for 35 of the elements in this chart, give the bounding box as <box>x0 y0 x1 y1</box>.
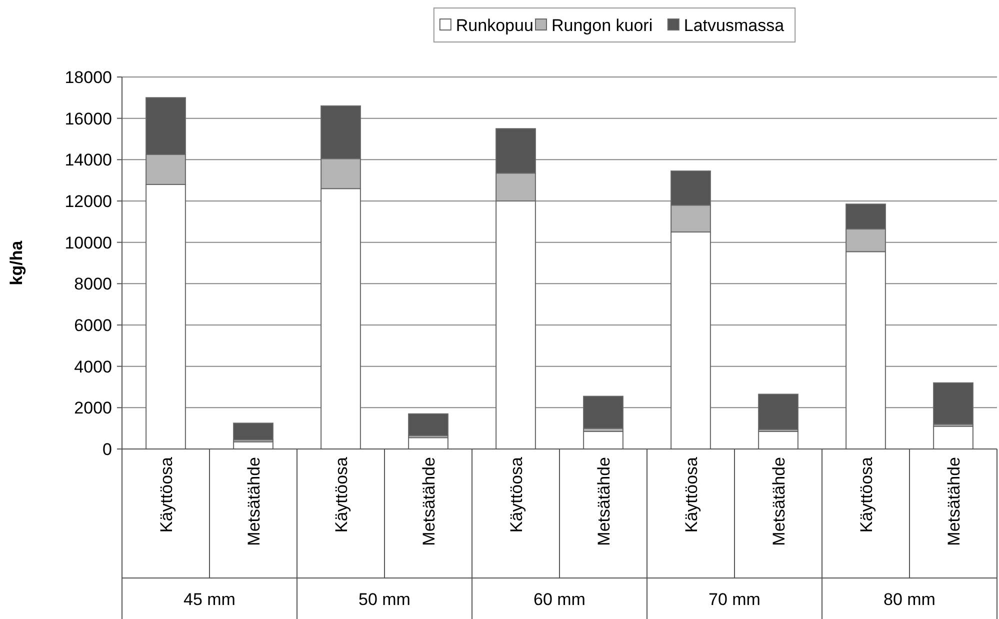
text: 45 mm <box>184 590 236 609</box>
x-tick-label: Käyttöosa <box>506 456 526 533</box>
y-tick-label: 2000 <box>74 398 112 418</box>
x-tick-label: Metsätähde <box>419 457 438 546</box>
legend-label: Runkopuu <box>456 16 534 35</box>
y-tick-label: 8000 <box>74 274 112 294</box>
x-tick-label: Metsätähde <box>944 457 964 546</box>
legend-label: Latvusmassa <box>684 16 785 35</box>
y-tick-label: 12000 <box>64 192 112 211</box>
legend-label: Rungon kuori <box>552 16 653 35</box>
y-tick-label: 18000 <box>64 68 112 87</box>
text: 80 mm <box>884 590 936 609</box>
bar <box>758 394 798 430</box>
y-axis-title: kg/ha <box>7 240 26 286</box>
x-tick-label: Käyttöosa <box>856 456 876 533</box>
y-tick-label: 10000 <box>64 233 112 252</box>
bar <box>583 396 624 429</box>
text: 50 mm <box>358 590 410 609</box>
y-tick-label: 0 <box>102 440 112 459</box>
bar <box>408 413 448 436</box>
x-tick-label: Metsätähde <box>244 457 264 546</box>
x-tick-label: Käyttöosa <box>332 456 351 533</box>
bar <box>933 382 974 425</box>
x-tick-label: Käyttöosa <box>682 456 701 533</box>
text: 70 mm <box>708 590 760 609</box>
x-tick-label: Metsätähde <box>594 457 614 546</box>
text: 60 mm <box>534 590 586 609</box>
y-tick-label: 16000 <box>64 109 112 128</box>
x-tick-label: Metsätähde <box>769 457 788 546</box>
y-tick-label: 14000 <box>64 150 112 170</box>
y-tick-label: 6000 <box>74 316 112 335</box>
y-tick-label: 4000 <box>74 357 112 376</box>
bar <box>233 422 274 440</box>
x-tick-label: Käyttöosa <box>156 456 176 533</box>
bar <box>933 426 974 450</box>
